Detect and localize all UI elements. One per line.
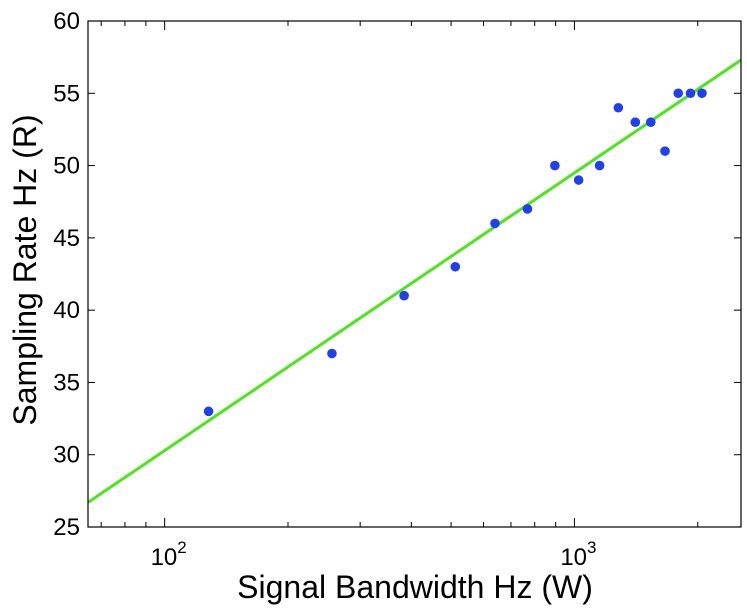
- x-axis-ticks: 102 103: [100, 21, 699, 571]
- y-tick-label: 55: [53, 80, 80, 107]
- y-tick-label: 25: [53, 514, 80, 541]
- plot-area: [87, 20, 742, 528]
- data-point: [594, 160, 605, 171]
- data-point: [673, 88, 684, 99]
- data-point: [490, 218, 500, 229]
- data-point: [522, 204, 533, 214]
- data-point: [630, 117, 641, 127]
- data-point: [327, 348, 337, 359]
- y-tick-label: 30: [53, 442, 80, 469]
- y-axis-label: Sampling Rate Hz (R): [7, 114, 43, 425]
- y-axis-ticks: 25 30 35 40 45 50 55 60: [53, 8, 741, 541]
- y-tick-label: 60: [53, 8, 80, 35]
- data-point: [613, 102, 624, 113]
- data-point: [660, 146, 670, 156]
- data-point: [573, 175, 584, 185]
- y-tick-label: 50: [53, 153, 80, 180]
- x-tick-label: 102: [151, 538, 187, 571]
- axes-frame: [87, 20, 742, 528]
- data-point: [450, 261, 461, 272]
- data-point: [685, 88, 696, 99]
- y-tick-label: 45: [53, 225, 80, 252]
- data-point: [645, 117, 656, 127]
- y-tick-label: 40: [53, 297, 80, 324]
- fit-line: [88, 58, 741, 504]
- x-axis-label: Signal Bandwidth Hz (W): [237, 569, 593, 605]
- data-point: [697, 88, 707, 99]
- y-tick-label: 35: [53, 369, 80, 396]
- data-point: [399, 290, 409, 301]
- data-layer: [88, 58, 741, 504]
- data-point: [550, 160, 560, 171]
- x-tick-label: 103: [560, 538, 596, 571]
- data-point: [203, 406, 214, 417]
